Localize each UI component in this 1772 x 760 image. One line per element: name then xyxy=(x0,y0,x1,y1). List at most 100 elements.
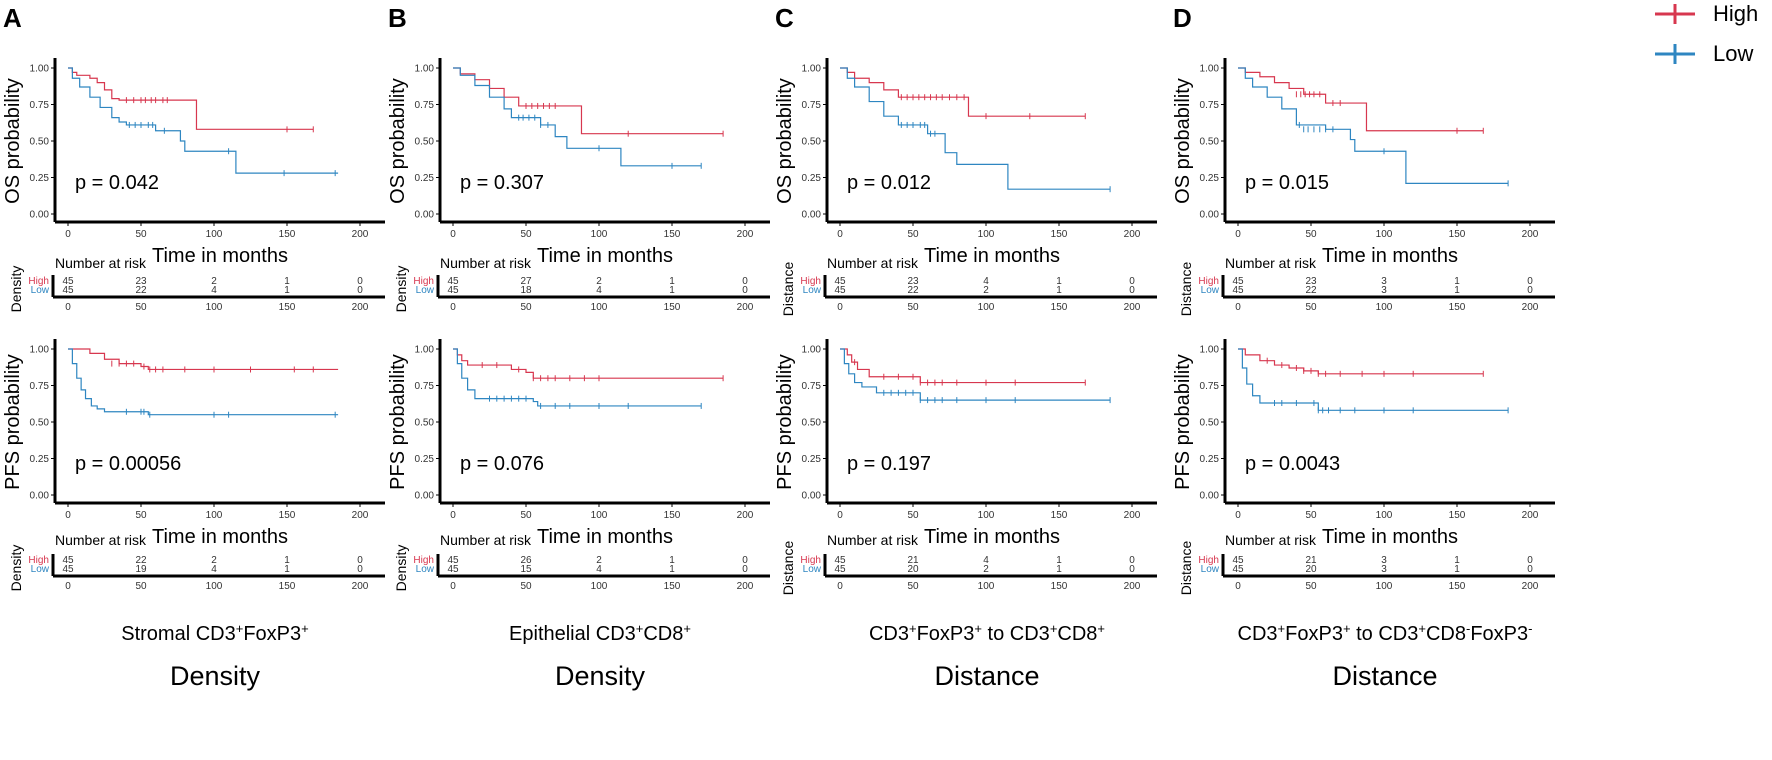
risk-count: 1 xyxy=(669,564,675,575)
risk-table-title: Number at risk xyxy=(440,532,532,548)
risk-count: 22 xyxy=(907,285,919,296)
risk-count: 0 xyxy=(1129,285,1135,296)
risk-x-tick-label: 200 xyxy=(1124,302,1141,313)
risk-count: 0 xyxy=(1527,564,1533,575)
y-tick-label: 0.75 xyxy=(415,100,435,111)
legend-low-label: Low xyxy=(1713,41,1754,66)
risk-x-tick-label: 0 xyxy=(65,302,71,313)
column-subtitle: Density xyxy=(555,661,646,691)
y-tick-label: 0.25 xyxy=(415,173,435,184)
risk-table-title: Number at risk xyxy=(827,532,919,548)
x-tick-label: 100 xyxy=(591,229,608,240)
column-caption: Stromal CD3+FoxP3+ xyxy=(121,621,308,646)
caption-text: Stromal CD3 xyxy=(121,623,235,645)
p-value-label: p = 0.307 xyxy=(460,172,544,194)
y-tick-label: 0.50 xyxy=(1200,137,1220,148)
risk-count: 1 xyxy=(669,285,675,296)
risk-count: 1 xyxy=(1454,555,1460,566)
caption-superscript: + xyxy=(1278,621,1286,636)
risk-axis-title: Distance xyxy=(1178,262,1194,317)
p-value-label: p = 0.015 xyxy=(1245,172,1329,194)
x-tick-label: 200 xyxy=(1124,510,1141,521)
column-caption: Epithelial CD3+CD8+ xyxy=(509,621,691,646)
risk-count: 0 xyxy=(742,285,748,296)
x-tick-label: 150 xyxy=(279,229,296,240)
y-tick-label: 0.00 xyxy=(802,210,822,221)
risk-count: 0 xyxy=(742,564,748,575)
y-tick-label: 0.75 xyxy=(802,381,822,392)
risk-count: 0 xyxy=(357,564,363,575)
risk-count: 45 xyxy=(62,276,74,287)
risk-x-tick-label: 50 xyxy=(1305,302,1317,313)
risk-x-tick-label: 50 xyxy=(520,581,532,592)
risk-group-label: Low xyxy=(803,285,822,296)
risk-x-tick-label: 150 xyxy=(1051,581,1068,592)
risk-count: 4 xyxy=(211,285,217,296)
risk-axis-title: Density xyxy=(8,266,24,313)
risk-axis-title: Density xyxy=(393,266,409,313)
risk-count: 23 xyxy=(907,276,919,287)
y-tick-label: 0.50 xyxy=(802,418,822,429)
x-tick-label: 200 xyxy=(352,510,369,521)
risk-table-title: Number at risk xyxy=(1225,255,1317,271)
x-tick-label: 50 xyxy=(907,510,919,521)
risk-count: 1 xyxy=(284,285,290,296)
risk-count: 0 xyxy=(1527,555,1533,566)
risk-count: 45 xyxy=(834,285,846,296)
p-value-label: p = 0.012 xyxy=(847,172,931,194)
y-axis-title: OS probability xyxy=(774,78,796,204)
risk-x-tick-label: 0 xyxy=(837,581,843,592)
risk-count: 0 xyxy=(357,276,363,287)
risk-x-tick-label: 50 xyxy=(907,581,919,592)
x-tick-label: 50 xyxy=(1305,510,1317,521)
caption-text: FoxP3 xyxy=(1285,623,1343,645)
caption-superscript: + xyxy=(1343,621,1351,636)
risk-table-title: Number at risk xyxy=(55,532,147,548)
caption-text: to CD3 xyxy=(1351,623,1419,645)
risk-count: 27 xyxy=(520,276,532,287)
caption-superscript: + xyxy=(1418,621,1426,636)
x-tick-label: 200 xyxy=(737,510,754,521)
x-tick-label: 0 xyxy=(450,229,456,240)
caption-superscript: - xyxy=(1466,621,1470,636)
risk-x-tick-label: 150 xyxy=(1051,302,1068,313)
risk-count: 1 xyxy=(1454,276,1460,287)
x-tick-label: 200 xyxy=(1522,229,1539,240)
risk-group-label: High xyxy=(413,276,434,287)
y-tick-label: 0.00 xyxy=(30,491,50,502)
risk-table-title: Number at risk xyxy=(827,255,919,271)
risk-group-label: Low xyxy=(416,564,435,575)
risk-count: 4 xyxy=(596,285,602,296)
risk-count: 20 xyxy=(907,564,919,575)
risk-x-tick-label: 150 xyxy=(664,581,681,592)
risk-count: 45 xyxy=(447,555,459,566)
km-curve-high xyxy=(1238,67,1484,132)
y-tick-label: 0.25 xyxy=(802,173,822,184)
p-value-label: p = 0.0043 xyxy=(1245,453,1340,475)
risk-count: 2 xyxy=(596,555,602,566)
y-tick-label: 0.25 xyxy=(415,454,435,465)
x-tick-label: 100 xyxy=(978,510,995,521)
y-tick-label: 0.50 xyxy=(802,137,822,148)
x-tick-label: 150 xyxy=(1051,229,1068,240)
y-tick-label: 0.25 xyxy=(30,454,50,465)
risk-count: 1 xyxy=(1454,285,1460,296)
risk-count: 2 xyxy=(211,276,217,287)
risk-count: 22 xyxy=(135,285,147,296)
y-tick-label: 0.75 xyxy=(30,100,50,111)
risk-x-tick-label: 150 xyxy=(1449,302,1466,313)
risk-count: 1 xyxy=(669,276,675,287)
legend-high-label: High xyxy=(1713,1,1759,26)
risk-x-tick-label: 150 xyxy=(279,302,296,313)
risk-x-tick-label: 100 xyxy=(206,302,223,313)
risk-x-tick-label: 100 xyxy=(591,302,608,313)
caption-superscript: + xyxy=(301,621,309,636)
risk-axis-title: Distance xyxy=(780,541,796,596)
panel-letter-d: D xyxy=(1173,3,1192,33)
risk-group-label: Low xyxy=(31,564,50,575)
x-tick-label: 50 xyxy=(520,229,532,240)
y-axis-title: PFS probability xyxy=(774,354,796,490)
caption-superscript: + xyxy=(974,621,982,636)
x-tick-label: 100 xyxy=(1376,510,1393,521)
